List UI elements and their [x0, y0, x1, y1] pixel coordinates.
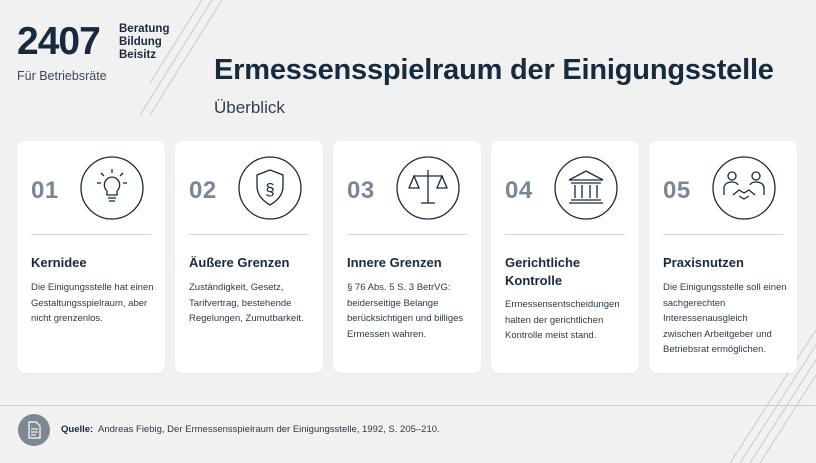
card-title: Innere Grenzen [347, 255, 442, 270]
card-aeussere-grenzen: 02 § Äußere Grenzen Zuständigkeit, Geset… [175, 141, 323, 373]
card-text: Die Einigungsstelle soll einen sachgerec… [663, 282, 787, 355]
brand-line: Beisitz [119, 49, 157, 61]
handshake-icon [712, 156, 776, 220]
card-text: Ermessensentscheidungen halten der geric… [505, 299, 620, 341]
brand-line: Beratung [119, 23, 170, 35]
source-label: Quelle: [61, 424, 94, 435]
card-title: Kernidee [31, 255, 87, 270]
page-title: Ermessensspielraum der Einigungsstelle [214, 54, 774, 86]
card-divider [663, 234, 783, 235]
brand-number: 2407 [17, 20, 101, 63]
courthouse-icon [554, 156, 618, 220]
card-gerichtliche-kontrolle: 04 Gerichtliche Kontrolle Ermessensentsc… [491, 141, 639, 373]
brand-tagline: Für Betriebsräte [17, 69, 107, 83]
card-divider [347, 234, 467, 235]
card-text: Die Einigungsstelle hat einen Gestaltung… [31, 282, 154, 324]
paragraph-shield-icon: § [238, 156, 302, 220]
card-innere-grenzen: 03 Innere Grenzen § 76 Abs. 5 S. 3 BetrV… [333, 141, 481, 373]
page-subtitle: Überblick [214, 98, 285, 117]
card-number: 01 [31, 177, 59, 204]
card-number: 04 [505, 177, 533, 204]
svg-text:§: § [265, 180, 274, 199]
card-title: Gerichtliche Kontrolle [505, 255, 581, 288]
card-text: Zuständigkeit, Gesetz, Tarifvertrag, bes… [189, 282, 304, 324]
lightbulb-icon [80, 156, 144, 220]
card-number: 03 [347, 177, 375, 204]
card-divider [189, 234, 309, 235]
card-title: Äußere Grenzen [189, 255, 290, 270]
card-divider [505, 234, 625, 235]
card-title: Praxisnutzen [663, 255, 744, 270]
card-divider [31, 234, 151, 235]
footer-divider [0, 405, 816, 406]
brand-line: Bildung [119, 36, 162, 48]
card-kernidee: 01 Kernidee Die Einigungsstelle hat eine… [17, 141, 165, 373]
source-text: Andreas Fiebig, Der Ermessensspielraum d… [98, 424, 440, 435]
card-text: § 76 Abs. 5 S. 3 BetrVG: beiderseitige B… [347, 282, 464, 340]
card-number: 02 [189, 177, 217, 204]
brand-lines: Beratung Bildung Beisitz [119, 23, 169, 62]
card-number: 05 [663, 177, 691, 204]
document-icon [18, 414, 50, 446]
card-praxisnutzen: 05 Praxisnutzen Die Einigungsstelle soll… [649, 141, 797, 373]
scales-icon [396, 156, 460, 220]
